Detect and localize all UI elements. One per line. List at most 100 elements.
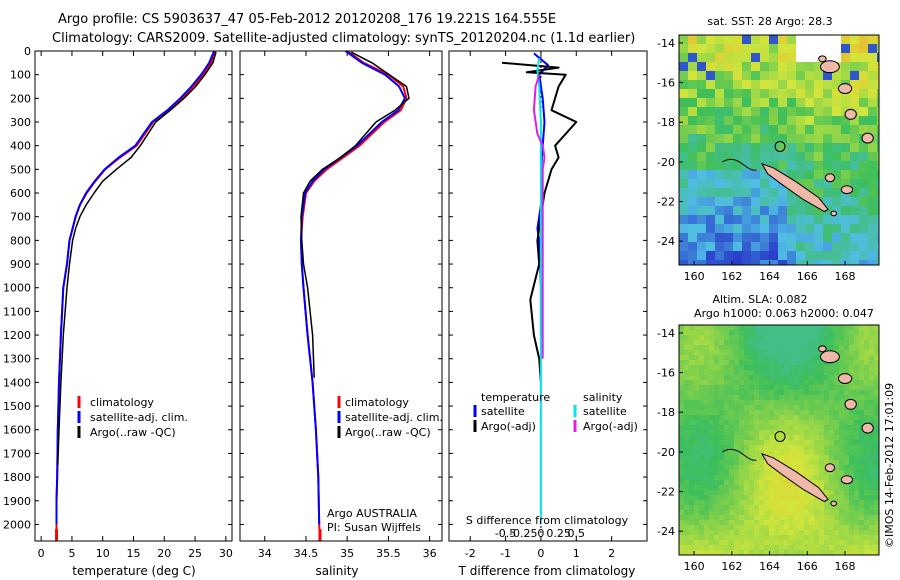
map-cell bbox=[679, 410, 685, 416]
map-cell bbox=[844, 510, 850, 516]
map-cell bbox=[742, 197, 752, 207]
map-cell bbox=[769, 335, 775, 341]
map-cell bbox=[709, 325, 715, 331]
sst-map-title: sat. SST: 28 Argo: 28.3 bbox=[707, 15, 832, 28]
map-cell bbox=[704, 485, 710, 491]
map-cell bbox=[769, 206, 779, 216]
map-cell bbox=[689, 535, 695, 541]
map-cell bbox=[706, 242, 716, 252]
map-cell bbox=[824, 345, 830, 351]
map-cell bbox=[719, 405, 725, 411]
map-cell bbox=[794, 520, 800, 526]
map-cell bbox=[733, 170, 743, 180]
map-cell bbox=[850, 62, 860, 72]
map-cell bbox=[805, 170, 815, 180]
map-cell bbox=[734, 495, 740, 501]
map-cell bbox=[719, 470, 725, 476]
map-cell bbox=[739, 375, 745, 381]
legend-argo-label: Argo(..raw -QC) bbox=[90, 426, 176, 439]
map-cell bbox=[805, 71, 815, 81]
legend-salinity-header: salinity bbox=[583, 391, 623, 404]
map-cell bbox=[794, 515, 800, 521]
map-cell bbox=[832, 152, 842, 162]
map-cell bbox=[804, 400, 810, 406]
map-cell bbox=[814, 475, 820, 481]
map-cell bbox=[789, 400, 795, 406]
map-cell bbox=[706, 134, 716, 144]
map-cell bbox=[864, 545, 870, 551]
map-cell bbox=[877, 260, 880, 266]
map-cell bbox=[684, 540, 690, 546]
map-cell bbox=[850, 197, 860, 207]
map-cell bbox=[844, 330, 850, 336]
map-cell bbox=[834, 530, 840, 536]
map-cell bbox=[684, 535, 690, 541]
map-cell bbox=[694, 420, 700, 426]
map-cell bbox=[724, 515, 730, 521]
map-cell bbox=[789, 415, 795, 421]
map-cell bbox=[814, 455, 820, 461]
map-cell bbox=[779, 400, 785, 406]
map-cell bbox=[742, 188, 752, 198]
map-cell bbox=[804, 440, 810, 446]
map-cell bbox=[839, 465, 845, 471]
map-cell bbox=[688, 215, 698, 225]
map-cell bbox=[799, 395, 805, 401]
map-cell bbox=[859, 420, 865, 426]
island bbox=[824, 463, 836, 473]
map-cell bbox=[805, 116, 815, 126]
map-cell bbox=[749, 440, 755, 446]
map-cell bbox=[749, 430, 755, 436]
map-cell bbox=[864, 480, 870, 486]
map-cell bbox=[874, 415, 880, 421]
map-cell bbox=[854, 525, 860, 531]
map-cell bbox=[679, 480, 685, 486]
map-cell bbox=[864, 470, 870, 476]
map-cell bbox=[784, 385, 790, 391]
map-cell bbox=[679, 380, 685, 386]
map-cell bbox=[804, 470, 810, 476]
map-cell bbox=[733, 35, 743, 45]
map-cell bbox=[784, 365, 790, 371]
map-cell bbox=[749, 420, 755, 426]
map-cell bbox=[689, 470, 695, 476]
map-cell bbox=[804, 540, 810, 546]
map-cell bbox=[749, 455, 755, 461]
map-cell bbox=[704, 345, 710, 351]
map-cell bbox=[829, 385, 835, 391]
s-difference-label: S difference from climatology bbox=[466, 514, 629, 527]
map-cell bbox=[834, 550, 840, 556]
map-cell bbox=[814, 415, 820, 421]
map-cell bbox=[805, 53, 815, 63]
map-cell bbox=[804, 460, 810, 466]
map-cell bbox=[764, 395, 770, 401]
map-cell bbox=[832, 116, 842, 126]
map-cell bbox=[715, 89, 725, 99]
map-cell bbox=[789, 420, 795, 426]
map-cell bbox=[829, 435, 835, 441]
map-cell bbox=[839, 525, 845, 531]
map-cell bbox=[734, 500, 740, 506]
legend-temperature-header: temperature bbox=[481, 391, 550, 404]
map-cell bbox=[814, 420, 820, 426]
map-cell bbox=[706, 197, 716, 207]
map-cell bbox=[733, 71, 743, 81]
map-cell bbox=[749, 485, 755, 491]
map-cell bbox=[859, 380, 865, 386]
map-cell bbox=[809, 405, 815, 411]
map-cell bbox=[841, 71, 851, 81]
map-cell bbox=[714, 420, 720, 426]
map-cell bbox=[760, 224, 770, 234]
map-cell bbox=[734, 385, 740, 391]
map-cell bbox=[874, 395, 880, 401]
map-cell bbox=[744, 395, 750, 401]
sla-map-ticks: 160 162 164 166 168-14-16-18-20-22-24 bbox=[657, 327, 856, 573]
map-cell bbox=[868, 98, 878, 108]
x-tick-label: 20 bbox=[157, 547, 171, 560]
map-cell bbox=[779, 450, 785, 456]
map-cell bbox=[794, 345, 800, 351]
map-cell bbox=[799, 335, 805, 341]
map-cell bbox=[799, 420, 805, 426]
map-cell bbox=[819, 530, 825, 536]
map-cell bbox=[789, 460, 795, 466]
